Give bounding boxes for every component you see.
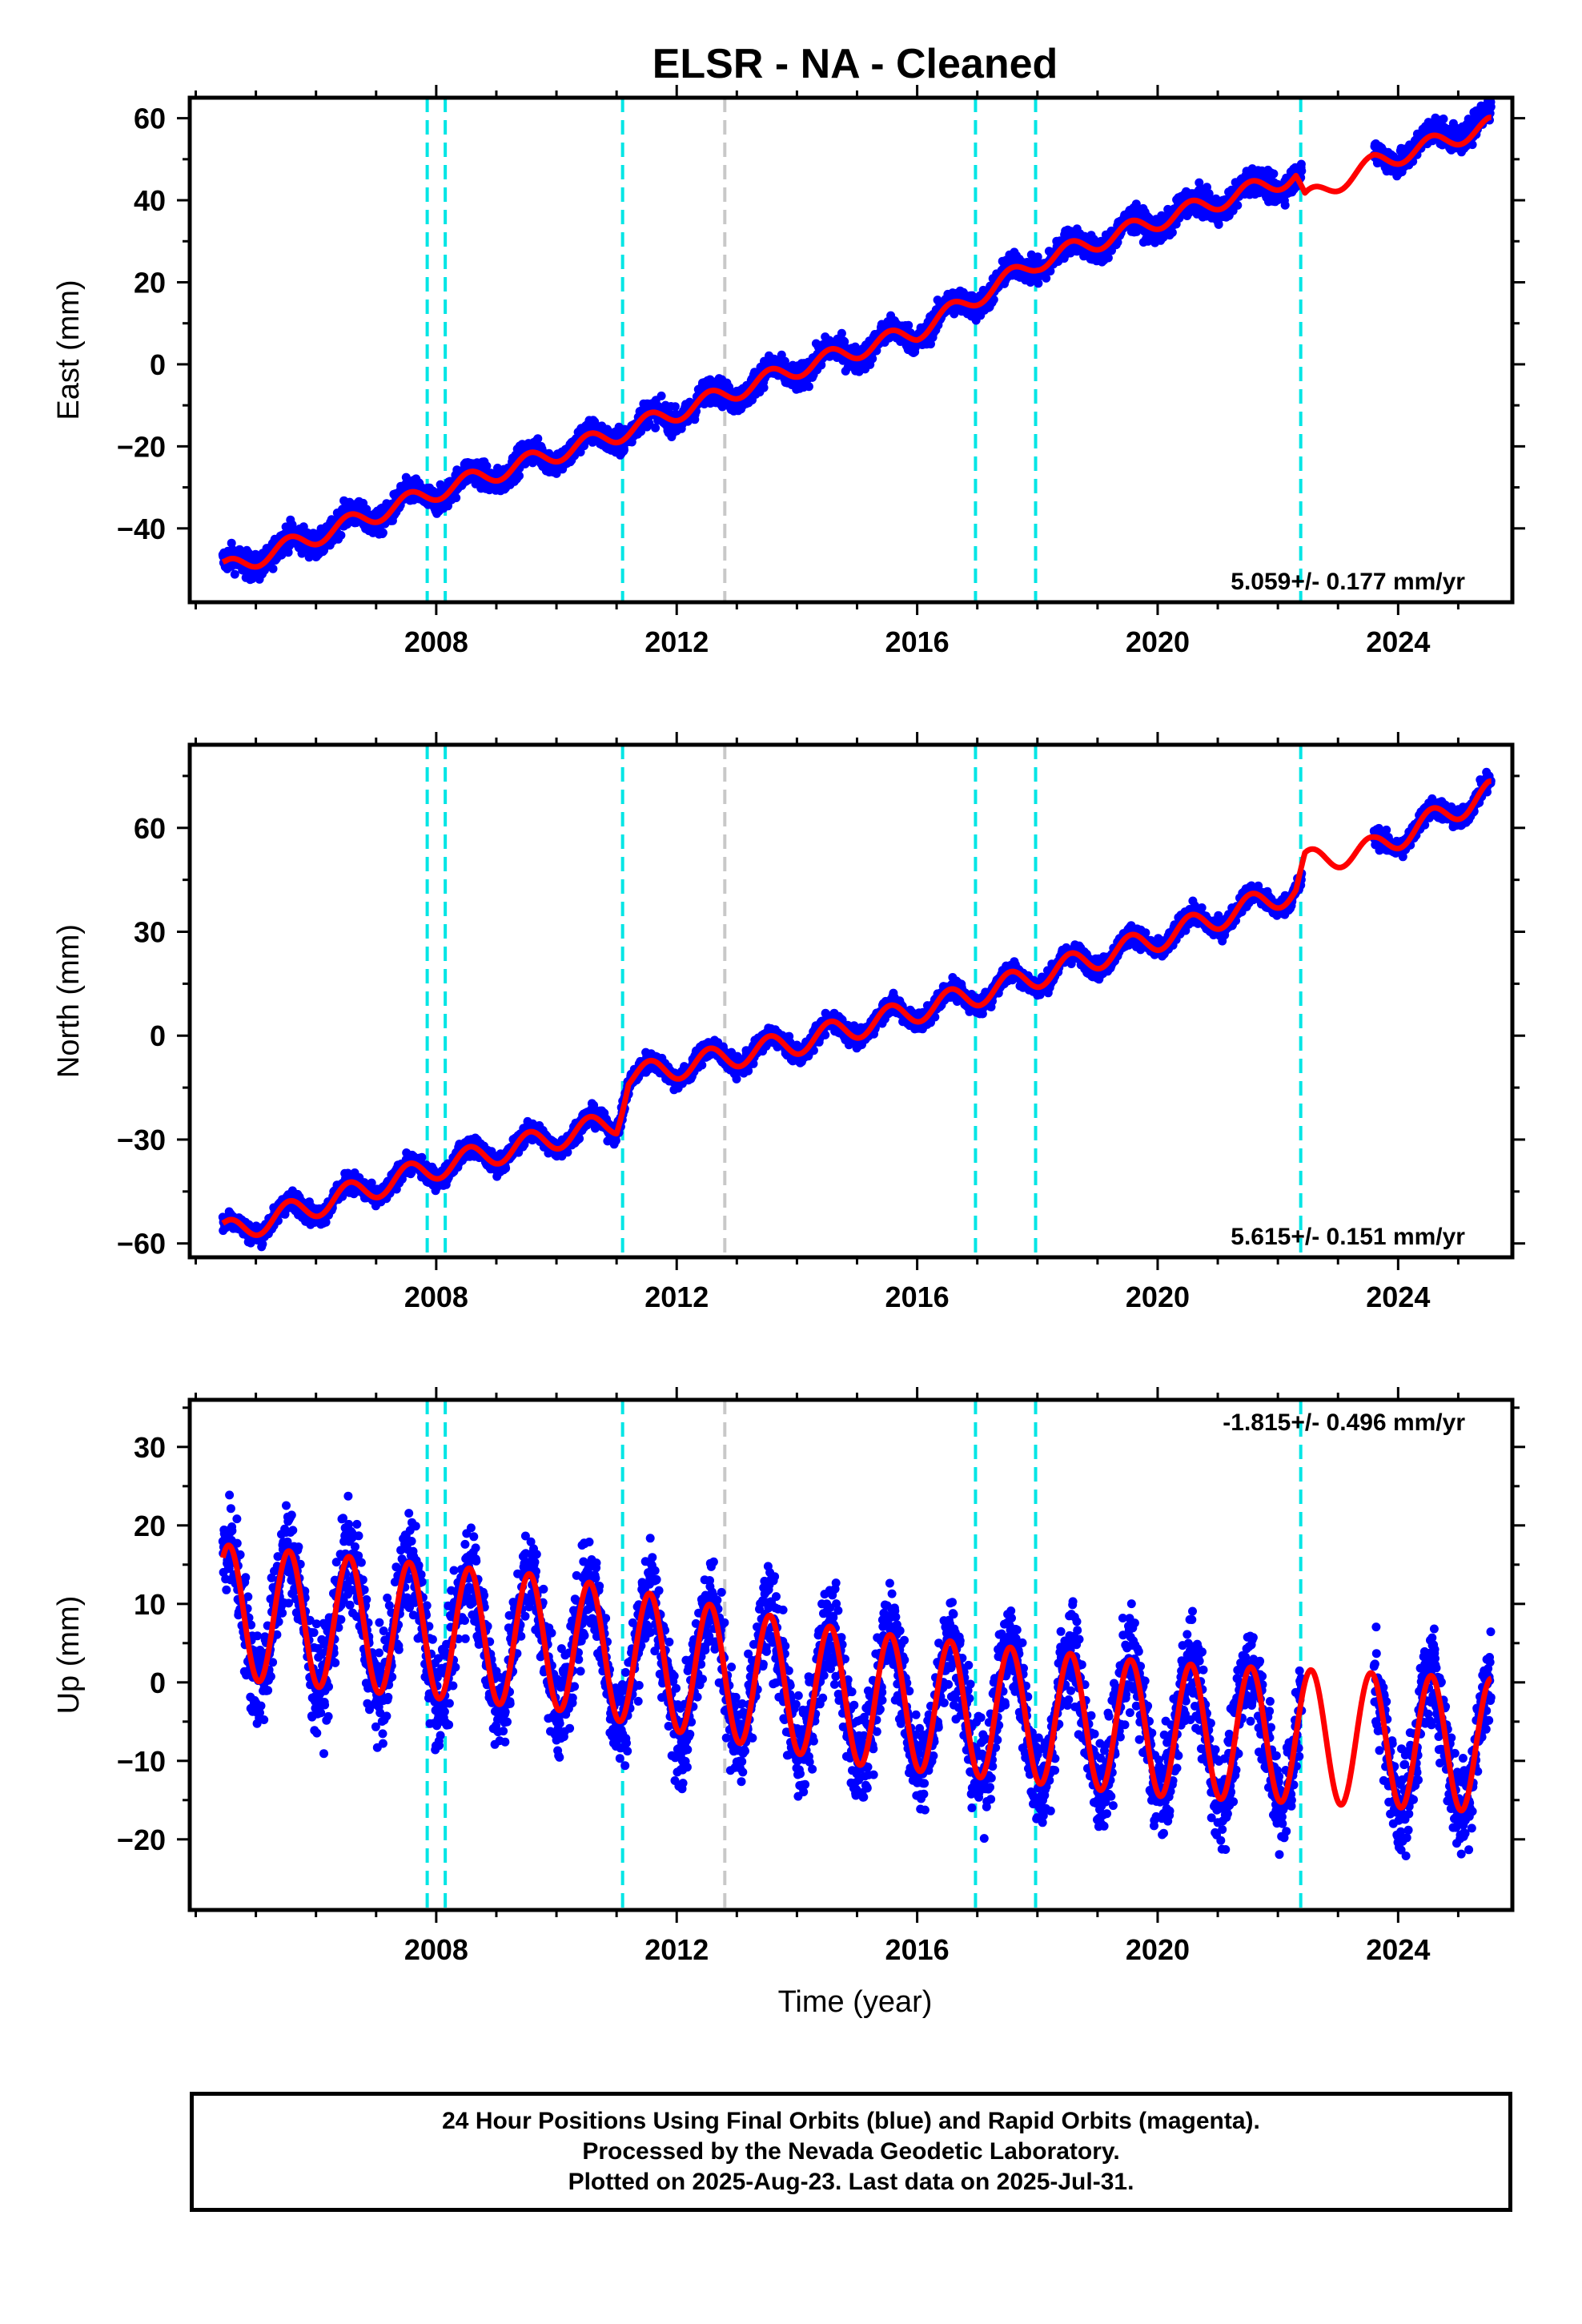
- east-x-tick-label: 2024: [1366, 625, 1430, 658]
- east-data-point: [336, 530, 346, 540]
- east-data-point: [1214, 219, 1223, 229]
- east-data-point: [378, 528, 387, 537]
- east-y-tick-label: −20: [117, 430, 166, 463]
- east-data-point: [515, 471, 524, 480]
- east-x-tick-label: 2020: [1126, 625, 1190, 658]
- east-data-point: [1280, 200, 1290, 210]
- east-data-point: [1297, 167, 1307, 175]
- east-rate-label: 5.059+/- 0.177 mm/yr: [1231, 569, 1465, 595]
- east-data-point: [904, 320, 913, 330]
- east-data-point: [804, 382, 813, 392]
- east-y-tick-label: 40: [134, 184, 166, 217]
- east-x-tick-label: 2008: [404, 625, 468, 658]
- east-y-tick-label: 0: [150, 348, 166, 381]
- east-data-point: [1269, 169, 1279, 179]
- north-plot-area: [218, 745, 1496, 1257]
- east-data-point: [452, 493, 461, 503]
- east-data-point: [651, 423, 661, 432]
- east-y-tick-label: 20: [134, 266, 166, 299]
- east-y-tick-label: 60: [134, 103, 166, 135]
- panels-group: 2008 2012 2016 2020 2024 −40 −20 0 20 40 60 East (m…: [52, 85, 1525, 1966]
- east-data-point: [837, 328, 846, 338]
- east-data-point: [759, 383, 769, 392]
- east-data-point: [1486, 102, 1496, 111]
- east-data-point: [656, 391, 666, 400]
- east-data-point: [1233, 200, 1243, 210]
- east-x-tick-label: 2016: [885, 625, 950, 658]
- east-data-point: [1034, 279, 1043, 288]
- figure-title: ELSR - NA - Cleaned: [652, 41, 1058, 87]
- east-panel: 2008 2012 2016 2020 2024 −40 −20 0 20 40 60 East (m…: [52, 85, 1525, 658]
- east-plot-area: [218, 98, 1496, 602]
- east-data-point: [268, 564, 278, 573]
- east-data-point: [230, 569, 239, 579]
- east-data-point: [670, 402, 680, 412]
- east-data-point: [1439, 115, 1448, 123]
- east-y-tick-label: −40: [117, 513, 166, 545]
- east-data-point: [533, 434, 543, 444]
- east-x-tick-label: 2012: [644, 625, 709, 658]
- east-y-axis-title: East (mm): [52, 279, 86, 420]
- east-data-point: [868, 354, 877, 364]
